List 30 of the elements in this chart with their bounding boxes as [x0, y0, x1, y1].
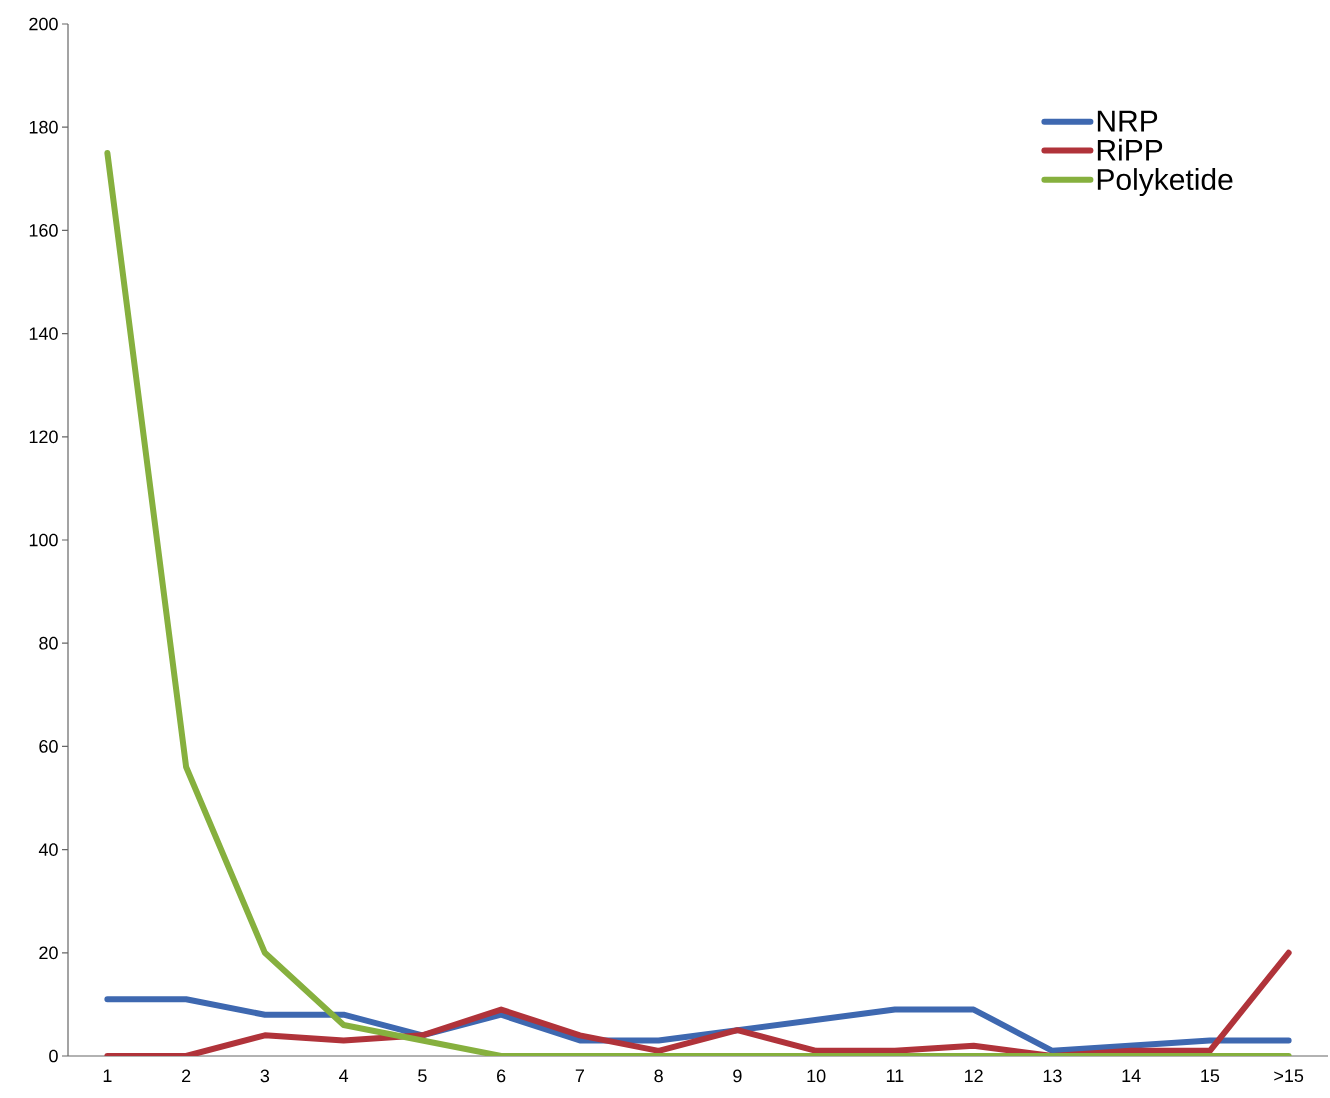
y-tick-label: 200: [29, 17, 58, 31]
y-tick-label: 120: [29, 430, 58, 444]
legend-label: RiPP: [1097, 138, 1163, 161]
x-tick-label: 12: [965, 1069, 983, 1083]
x-tick-label: 6: [497, 1069, 506, 1083]
x-tick-label: 14: [1122, 1069, 1141, 1082]
x-tick-label: >15: [1274, 1069, 1304, 1083]
x-tick-label: 7: [575, 1069, 584, 1082]
x-tick-label: 4: [339, 1069, 349, 1082]
x-tick-label: 9: [733, 1069, 742, 1083]
y-tick-label: 40: [38, 843, 58, 856]
y-tick-label: 20: [39, 946, 58, 960]
y-tick-label: 100: [29, 533, 58, 547]
x-tick-label: 11: [886, 1069, 904, 1082]
x-tick-label: 13: [1043, 1069, 1062, 1083]
x-tick-label: 1: [103, 1069, 112, 1082]
y-tick-label: 60: [39, 740, 58, 753]
y-tick-label: 140: [29, 327, 58, 340]
x-tick-label: 5: [418, 1069, 427, 1083]
y-tick-label: 80: [39, 636, 58, 650]
legend-label: Polyketide: [1097, 168, 1233, 197]
x-tick-label: 2: [182, 1069, 191, 1083]
x-tick-label: 15: [1201, 1069, 1220, 1083]
legend-label: NRP: [1097, 110, 1158, 132]
y-tick-label: 180: [29, 120, 58, 134]
x-tick-label: 8: [654, 1069, 663, 1083]
x-tick-label: 3: [260, 1069, 270, 1083]
x-tick-label: 10: [807, 1069, 826, 1083]
y-tick-label: 0: [49, 1049, 58, 1063]
y-tick-label: 160: [29, 224, 58, 237]
